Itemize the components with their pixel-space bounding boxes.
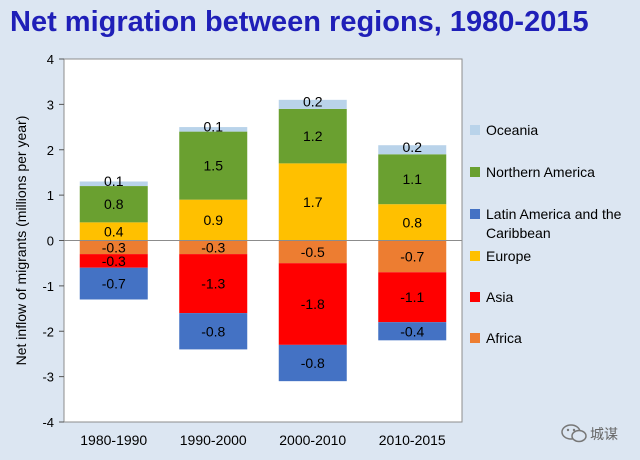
bar-segment [378,322,447,341]
legend-swatch [470,333,480,343]
data-label: 0.1 [204,118,224,134]
bar-segment [179,127,248,132]
legend-swatch [470,251,480,261]
y-tick-label: -1 [42,279,54,294]
data-label: -0.4 [400,323,424,339]
data-label: -1.8 [301,296,325,312]
chart-title: Net migration between regions, 1980-2015 [10,6,589,38]
wechat-icon [561,424,587,443]
data-label: 0.1 [104,173,124,189]
legend-label-line: Latin America and the [486,206,622,222]
data-label: 0.8 [104,196,124,212]
y-axis-label: Net inflow of migrants (millions per yea… [13,116,29,366]
data-label: -0.3 [201,239,225,255]
data-label: -0.8 [301,355,325,371]
legend-label: Latin America and the Caribbean [486,206,622,241]
legend-swatch [470,209,480,219]
data-label: 0.2 [303,93,323,109]
bar-segment [179,254,248,314]
y-tick-label: -3 [42,370,54,385]
bar-segment [179,313,248,350]
bar-segment [278,99,347,109]
x-tick-label: 1980-1990 [80,432,147,448]
data-label: -0.7 [400,248,424,264]
data-label: -1.3 [201,276,225,292]
bar-segment [179,240,248,255]
bar-segment [378,240,447,273]
watermark: 城谋 [560,422,632,444]
bar-segment [79,186,148,223]
y-tick-label: 4 [47,52,54,67]
bar-segment [278,263,347,345]
watermark-text: 城谋 [590,427,618,443]
data-label: -1.1 [400,289,424,305]
bar-segment [278,108,347,164]
legend-label: Oceania [486,122,538,138]
data-label: -0.5 [301,244,325,260]
data-label: -0.8 [201,323,225,339]
data-label: 1.1 [403,171,423,187]
bar-segment [179,199,248,241]
legend-swatch [470,292,480,302]
data-label: -0.3 [102,239,126,255]
bar-segment [79,254,148,268]
data-label: 0.8 [403,214,423,230]
bar-segment [79,222,148,241]
x-tick-label: 2000-2010 [279,432,346,448]
bar-segment [378,154,447,205]
bar-segment [378,145,447,155]
bar-segment [79,267,148,300]
bar-segment [79,240,148,255]
y-tick-label: 1 [47,188,54,203]
x-tick-label: 1990-2000 [180,432,247,448]
legend-swatch [470,125,480,135]
y-tick-label: -4 [42,415,54,430]
x-tick-label: 2010-2015 [379,432,446,448]
data-label: -0.7 [102,276,126,292]
data-label: 1.5 [204,158,224,174]
bar-segment [179,131,248,200]
bar-segment [278,344,347,382]
legend-label: Europe [486,248,531,264]
y-tick-label: 3 [47,97,54,112]
bar-segment [278,163,347,241]
bar-segment [278,240,347,264]
y-tick-label: 0 [47,234,54,249]
legend-swatch [470,167,480,177]
y-tick-label: -2 [42,324,54,339]
data-label: 1.7 [303,194,323,210]
data-label: 1.2 [303,128,323,144]
legend-label: Africa [486,330,522,346]
data-label: -0.3 [102,253,126,269]
data-label: 0.4 [104,223,124,239]
legend-label: Northern America [486,164,595,180]
legend-label-line: Caribbean [486,225,551,241]
bar-segment [79,181,148,187]
legend-label: Asia [486,289,513,305]
y-tick-label: 2 [47,143,54,158]
bar-segment [378,272,447,323]
data-label: 0.9 [204,212,224,228]
data-label: 0.2 [403,139,423,155]
bar-segment [378,204,447,241]
